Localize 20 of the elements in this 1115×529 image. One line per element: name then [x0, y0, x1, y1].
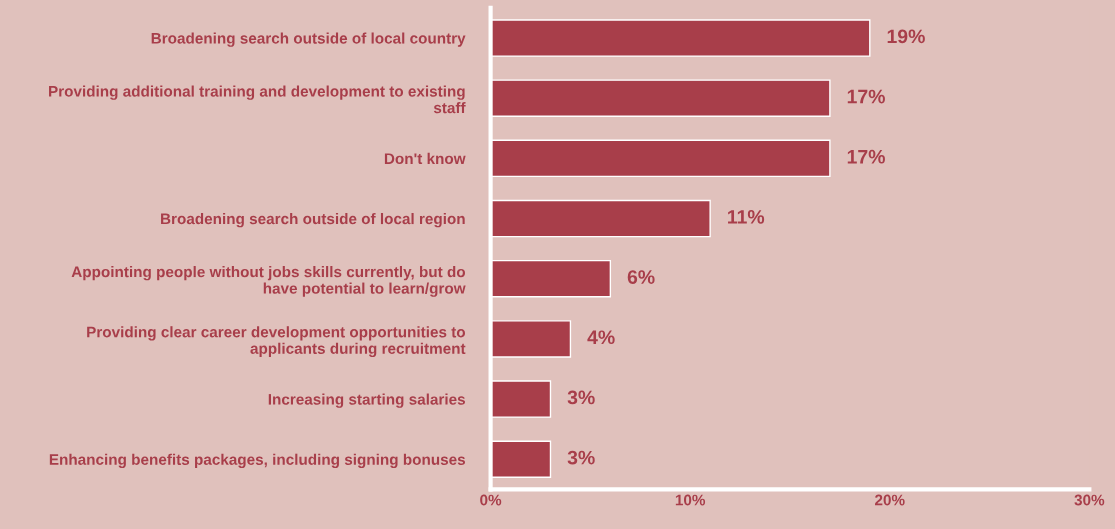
data-label: 19% — [887, 29, 925, 44]
data-label: 17% — [847, 89, 885, 104]
x-tick-label: 30% — [1074, 494, 1105, 506]
data-label: 6% — [627, 270, 655, 284]
y-tick-label: Broadening search outside of local country — [151, 32, 466, 47]
y-tick-label: Appointing people without jobs skills currently, but do have potential to learn/grow — [71, 266, 466, 297]
y-tick-label: Increasing starting salaries — [268, 393, 465, 408]
x-tick-label: 20% — [875, 494, 905, 506]
data-label: 17% — [847, 149, 885, 164]
x-tick-label: 10% — [675, 494, 706, 506]
data-label: 3% — [567, 450, 595, 465]
y-tick-label: Don't know — [384, 152, 466, 165]
y-tick-label: Providing additional training and development to existing staff — [49, 85, 466, 114]
y-tick-label: Enhancing benefits packages, including signing bonuses — [49, 453, 466, 469]
y-tick-label: Broadening search outside of local region — [161, 213, 465, 228]
x-tick-label: 0% — [480, 494, 502, 506]
y-tick-label: Providing clear career development opportunities to applicants during recruitment — [87, 326, 466, 358]
data-label: 4% — [587, 330, 615, 345]
data-label: 11% — [728, 210, 765, 224]
data-label: 3% — [567, 390, 595, 405]
